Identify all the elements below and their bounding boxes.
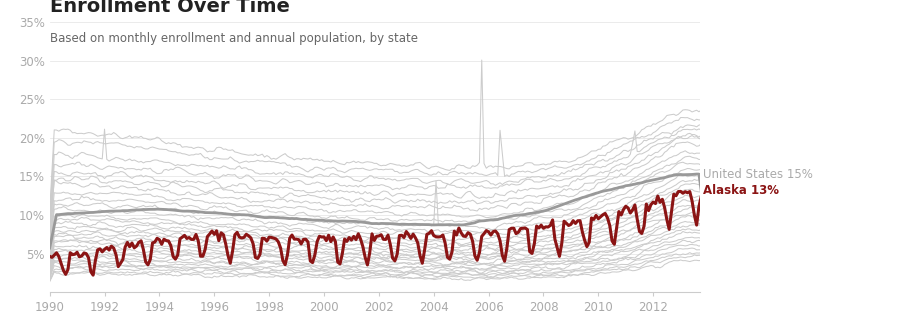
Text: Enrollment Over Time: Enrollment Over Time <box>50 0 290 16</box>
Text: United States 15%: United States 15% <box>702 168 812 181</box>
Text: Alaska 13%: Alaska 13% <box>702 184 778 197</box>
Text: Based on monthly enrollment and annual population, by state: Based on monthly enrollment and annual p… <box>50 32 418 45</box>
